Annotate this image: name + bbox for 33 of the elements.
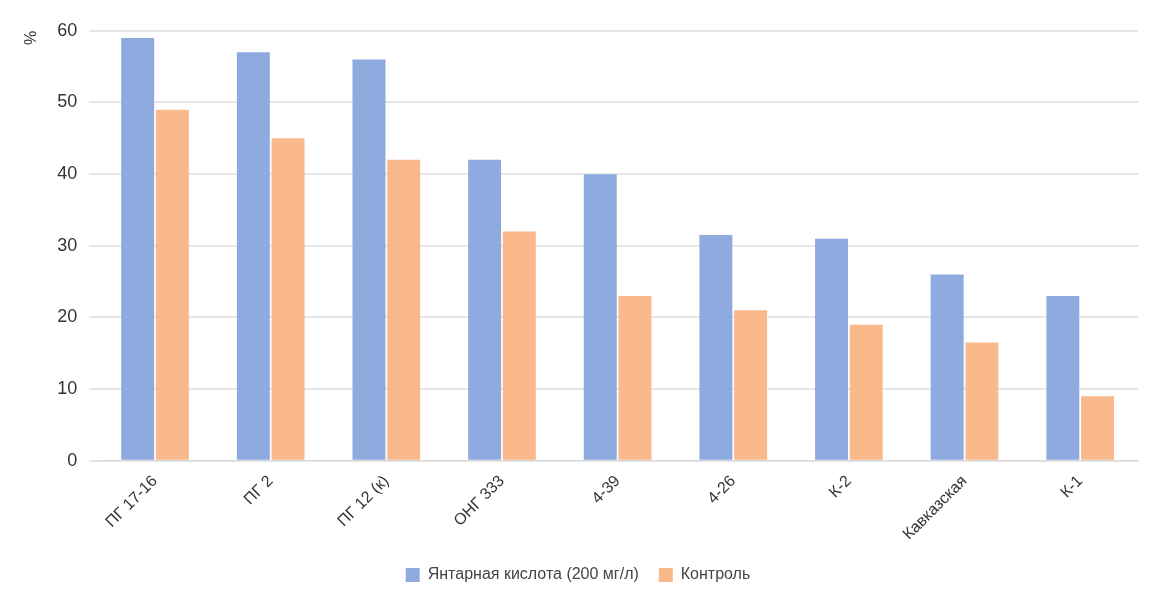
x-tick-label: ПГ 12 (к): [333, 471, 392, 530]
x-tick-label: К-2: [825, 471, 855, 501]
bar: [583, 174, 617, 460]
bar: [155, 109, 189, 460]
y-tick-label: 20: [57, 306, 78, 327]
bar: [618, 295, 652, 460]
bar: [121, 37, 155, 460]
y-tick-label: 50: [57, 91, 78, 112]
bar: [271, 138, 305, 460]
x-tick-label: ПГ 2: [240, 471, 276, 508]
y-tick-label: 0: [67, 449, 78, 470]
bar: [1081, 396, 1114, 460]
y-axis-title: %: [22, 30, 40, 46]
bar: [352, 59, 386, 460]
bar: [387, 159, 421, 460]
y-tick-label: 60: [57, 19, 78, 40]
bar: [468, 159, 502, 460]
bar: [734, 310, 768, 460]
legend-label: Контроль: [680, 565, 751, 583]
bar: [930, 274, 964, 460]
bar: [815, 238, 849, 460]
legend-label: Янтарная кислота (200 мг/л): [427, 565, 639, 583]
y-tick-label: 10: [57, 378, 78, 399]
bar: [236, 52, 270, 460]
y-tick-label: 30: [57, 234, 78, 255]
bar: [965, 342, 999, 460]
bar: [849, 324, 883, 460]
x-tick-label: К-1: [1056, 471, 1086, 501]
y-tick-label: 40: [57, 163, 78, 184]
bar: [1046, 295, 1080, 460]
bar: [502, 231, 536, 460]
x-tick-label: 4-39: [588, 471, 623, 507]
bar: [699, 235, 733, 460]
